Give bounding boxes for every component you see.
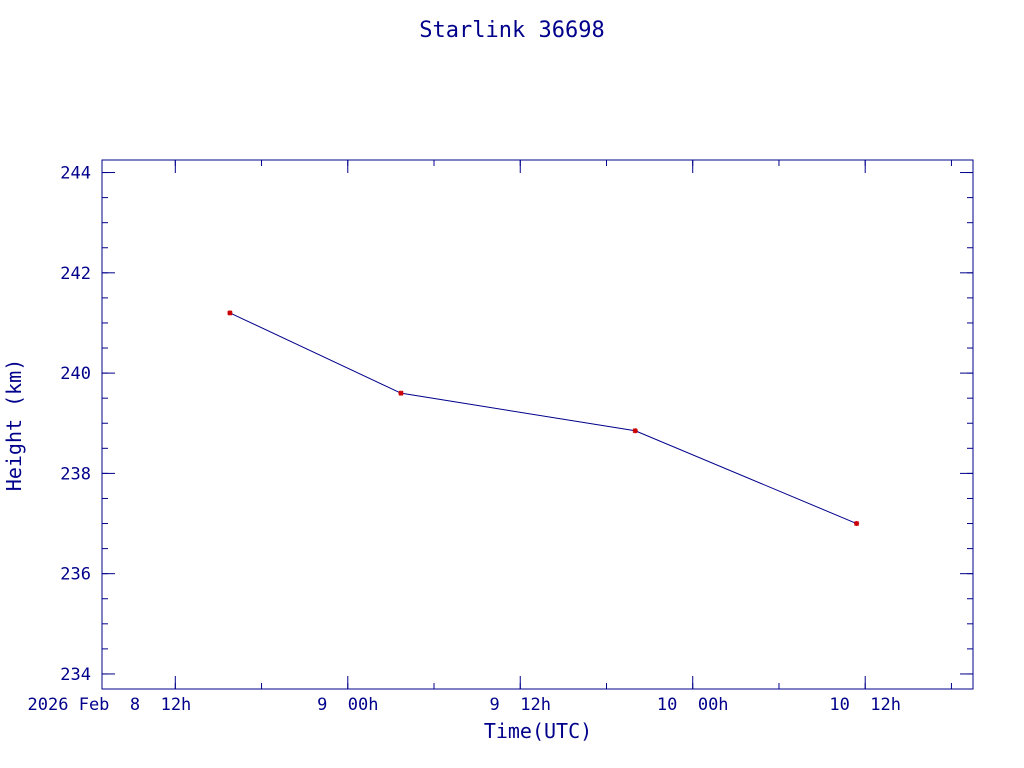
data-point	[632, 428, 638, 434]
x-tick-label: 10 12h	[829, 695, 901, 715]
y-tick-label: 240	[60, 364, 91, 384]
y-tick-labels: 234 236 238 240 242 244	[60, 164, 91, 685]
data-point-marker	[632, 428, 638, 434]
plot-frame	[101, 159, 974, 690]
major-ticks	[102, 160, 973, 689]
minor-ticks	[102, 160, 973, 689]
data-point	[398, 390, 404, 396]
y-tick-label: 236	[60, 565, 91, 585]
data-point-marker	[854, 521, 860, 527]
x-tick-labels: 2026 Feb 8 12h 9 00h 9 12h 10 00h 10 12h	[28, 695, 901, 715]
x-tick-label: 10 00h	[657, 695, 729, 715]
y-tick-label: 234	[60, 665, 91, 685]
series-line	[229, 312, 857, 524]
y-axis-label: Height (km)	[2, 359, 26, 491]
x-tick-label: 9 12h	[490, 695, 551, 715]
y-tick-label: 242	[60, 264, 91, 284]
y-tick-label: 238	[60, 464, 91, 484]
chart-title: Starlink 36698	[419, 18, 604, 43]
x-tick-label: 9 00h	[317, 695, 378, 715]
series	[227, 310, 860, 527]
y-tick-label: 244	[60, 164, 91, 184]
data-point-marker	[398, 390, 404, 396]
x-axis-label: Time(UTC)	[484, 719, 592, 743]
data-point	[854, 521, 860, 527]
x-tick-label: 2026 Feb 8 12h	[28, 695, 192, 715]
data-point-marker	[227, 310, 233, 316]
data-point	[227, 310, 233, 316]
